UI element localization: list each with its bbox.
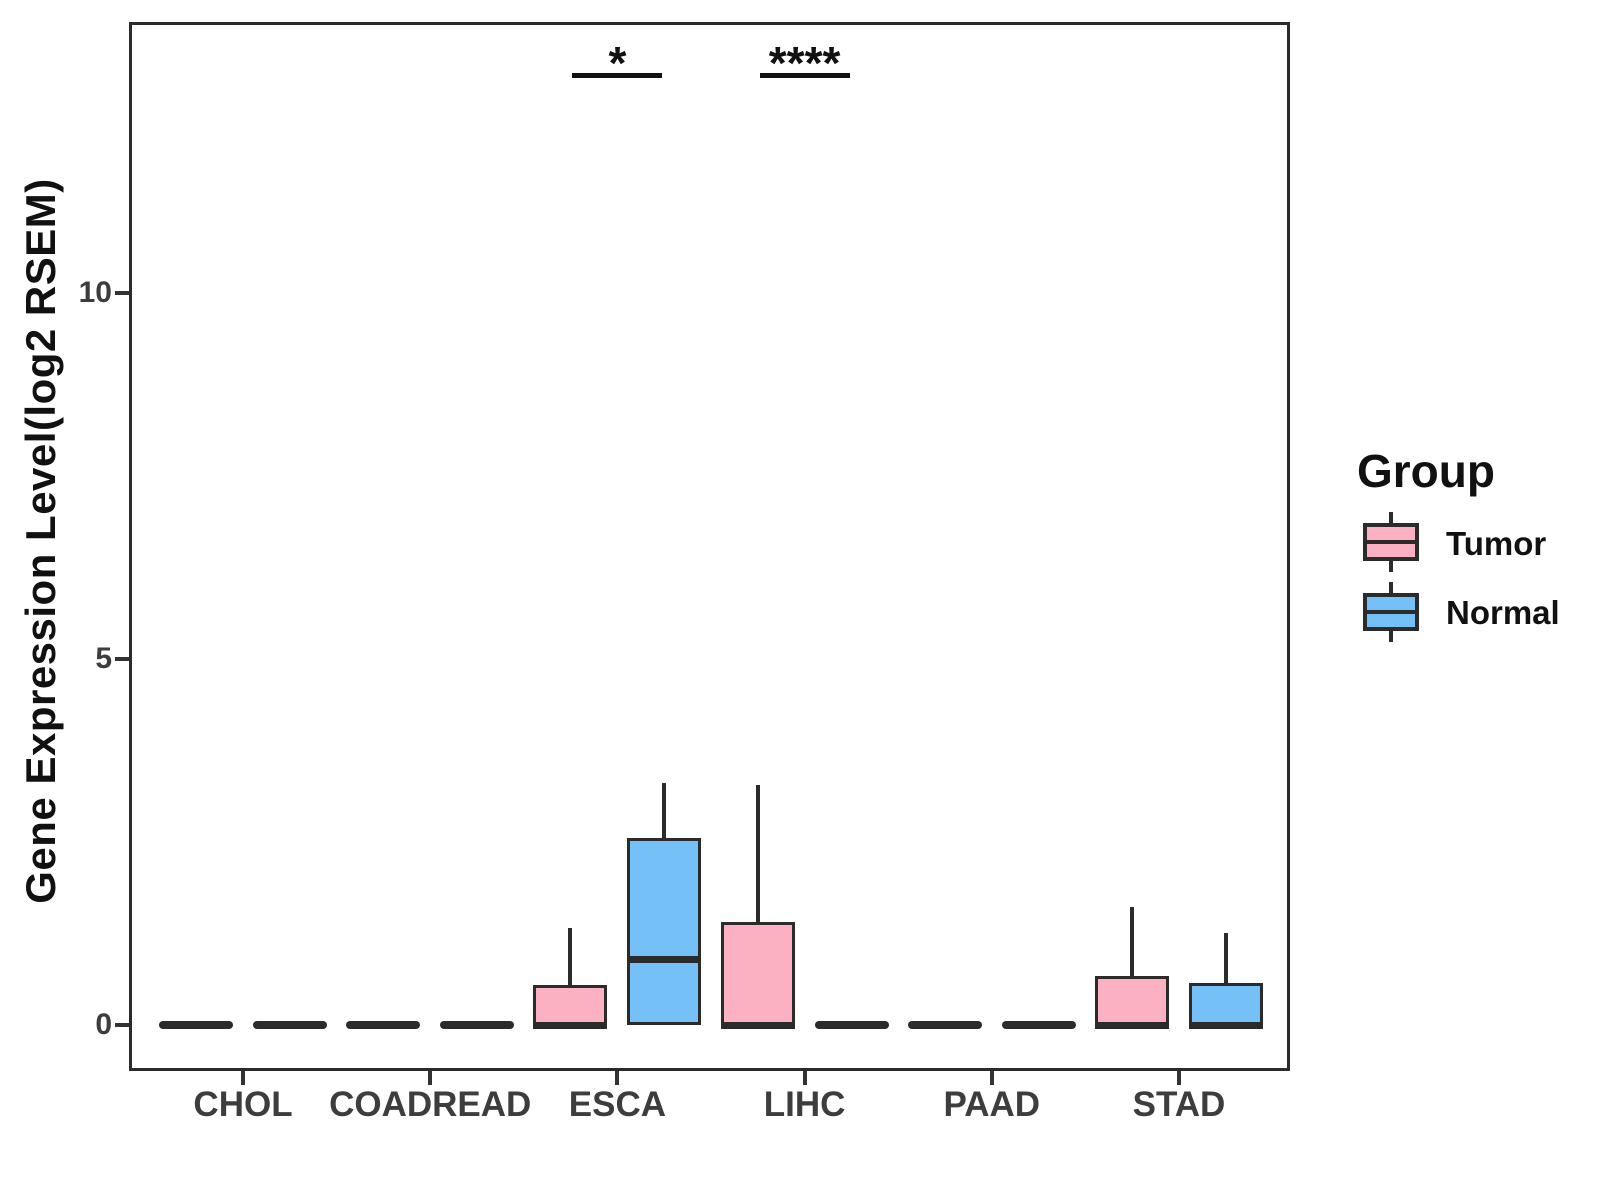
- box-stad-tumor: [1095, 975, 1169, 1025]
- upper-whisker-esca-tumor: [568, 927, 573, 985]
- flat-box-coadread-tumor: [346, 1021, 421, 1029]
- median-lihc-tumor: [720, 1021, 795, 1029]
- significance-bar-lihc: [759, 73, 850, 79]
- median-stad-normal: [1189, 1021, 1263, 1029]
- flat-box-chol-tumor: [159, 1021, 233, 1029]
- x-tick-label-stad: STAD: [1132, 1085, 1226, 1124]
- x-tick-label-esca: ESCA: [568, 1085, 667, 1124]
- tumor-boxplot-icon: [1363, 512, 1419, 572]
- y-tick-label-10: 10: [78, 276, 112, 309]
- x-tick-label-paad: PAAD: [943, 1085, 1041, 1124]
- upper-whisker-stad-normal: [1224, 932, 1228, 984]
- x-tick-label-coadread: COADREAD: [329, 1085, 532, 1124]
- box-lihc-tumor: [720, 921, 795, 1025]
- x-tick-mark-esca: [615, 1071, 620, 1085]
- median-esca-normal: [627, 956, 702, 964]
- box-esca-normal: [627, 837, 702, 1025]
- median-esca-tumor: [533, 1021, 608, 1029]
- plot-panel: [129, 22, 1290, 1071]
- y-tick-mark-5: [115, 657, 129, 661]
- x-tick-label-chol: CHOL: [193, 1085, 293, 1124]
- flat-box-paad-tumor: [907, 1021, 982, 1029]
- flat-box-chol-normal: [253, 1021, 327, 1029]
- significance-label-lihc: ****: [768, 37, 841, 90]
- legend-title: Group: [1357, 445, 1495, 497]
- y-tick-mark-0: [115, 1023, 129, 1027]
- upper-whisker-lihc-tumor: [755, 784, 760, 922]
- tumor-key-median: [1363, 540, 1419, 544]
- box-esca-tumor: [533, 984, 608, 1025]
- normal-boxplot-icon: [1363, 582, 1419, 642]
- legend-label-normal: Normal: [1446, 594, 1560, 631]
- x-tick-mark-coadread: [428, 1071, 433, 1085]
- upper-whisker-esca-normal: [662, 782, 667, 838]
- normal-key-median: [1363, 610, 1419, 614]
- y-tick-mark-10: [115, 291, 129, 295]
- x-tick-mark-paad: [989, 1071, 994, 1085]
- y-tick-label-5: 5: [95, 642, 112, 675]
- x-tick-mark-lihc: [802, 1071, 807, 1085]
- flat-box-lihc-normal: [814, 1021, 889, 1029]
- significance-label-esca: *: [608, 37, 627, 90]
- x-tick-label-lihc: LIHC: [763, 1085, 846, 1124]
- x-tick-mark-stad: [1177, 1071, 1181, 1085]
- median-stad-tumor: [1095, 1021, 1169, 1029]
- y-tick-label-0: 0: [95, 1008, 112, 1041]
- legend-label-tumor: Tumor: [1446, 525, 1547, 562]
- flat-box-coadread-normal: [440, 1021, 515, 1029]
- upper-whisker-stad-tumor: [1130, 907, 1134, 976]
- x-tick-mark-chol: [241, 1071, 245, 1085]
- significance-bar-esca: [572, 73, 663, 79]
- box-stad-normal: [1189, 983, 1263, 1025]
- flat-box-paad-normal: [1001, 1021, 1076, 1029]
